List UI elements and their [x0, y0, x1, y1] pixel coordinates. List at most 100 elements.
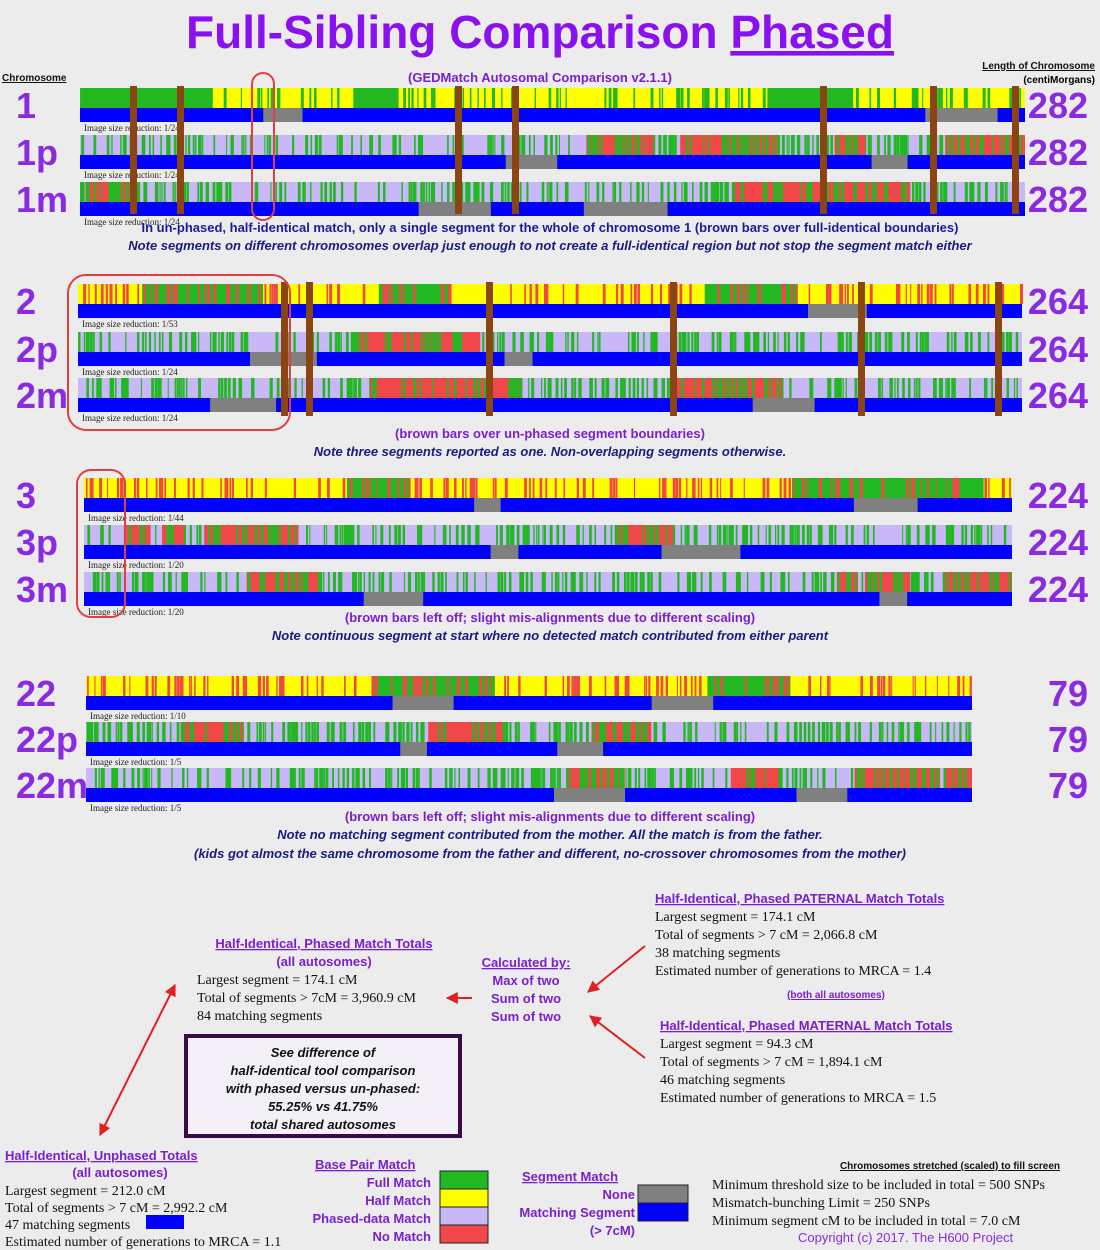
bar-stripe: [528, 135, 531, 155]
bar-stripe: [536, 525, 538, 545]
bar-stripe: [776, 722, 778, 742]
bar-stripe: [829, 378, 832, 398]
bar-stripe: [975, 284, 979, 304]
bar-stripe: [645, 676, 648, 696]
bar-stripe: [107, 478, 109, 498]
bar-stripe: [1001, 284, 1005, 304]
bar-stripe: [499, 332, 501, 352]
bar-stripe: [87, 525, 91, 545]
bar-stripe: [634, 768, 637, 788]
content: Chromosome (GEDMatch Autosomal Comparison…: [2, 61, 1095, 1250]
bar-stripe: [719, 332, 722, 352]
bar-stripe: [990, 525, 993, 545]
bar-stripe: [83, 284, 87, 304]
bar-stripe: [320, 768, 324, 788]
segment-gap: [796, 788, 848, 802]
bar-stripe: [146, 572, 149, 592]
bar-stripe: [747, 332, 751, 352]
bar-stripe: [204, 284, 206, 304]
bar-stripe: [414, 182, 417, 202]
bar-stripe: [633, 88, 636, 108]
totals-line: Largest segment = 174.1 cM: [197, 973, 358, 988]
bar-stripe: [207, 284, 211, 304]
bar-stripe: [419, 676, 423, 696]
bar-stripe: [812, 722, 815, 742]
bar-stripe: [646, 525, 649, 545]
bar-stripe: [398, 722, 402, 742]
bar-stripe: [983, 284, 986, 304]
bar-stripe: [226, 284, 230, 304]
bar-stripe: [672, 478, 676, 498]
bar-stripe: [472, 478, 476, 498]
bar-stripe: [724, 88, 727, 108]
bar-stripe: [109, 284, 111, 304]
bar-stripe: [203, 676, 206, 696]
bar-stripe: [633, 284, 635, 304]
bar-stripe: [570, 768, 572, 788]
bar-stripe: [730, 378, 732, 398]
bar-stripe: [123, 676, 126, 696]
bar-stripe: [587, 135, 591, 155]
bar-stripe: [324, 182, 328, 202]
bar-stripe: [553, 768, 556, 788]
bar-stripe: [432, 88, 436, 108]
highlight: [67, 274, 291, 431]
bar-stripe: [872, 572, 875, 592]
bar-stripe: [730, 525, 734, 545]
bar-stripe: [588, 182, 590, 202]
bar-stripe: [226, 332, 229, 352]
bar-stripe: [260, 572, 263, 592]
bar-stripe: [861, 572, 864, 592]
bar-stripe: [606, 768, 609, 788]
bar-stripe: [731, 284, 733, 304]
bar-strip: [86, 768, 972, 788]
bar-stripe: [398, 135, 402, 155]
bar-stripe: [903, 135, 906, 155]
bar-stripe: [83, 332, 86, 352]
bar-stripe: [810, 768, 813, 788]
bar-stripe: [767, 676, 770, 696]
bar-stripe: [353, 378, 356, 398]
bar-stripe: [494, 768, 498, 788]
bar-stripe: [122, 284, 126, 304]
bar-stripe: [764, 676, 767, 696]
bar-stripe: [305, 572, 309, 592]
bar-stripe: [578, 378, 580, 398]
bar-stripe: [924, 332, 927, 352]
bar-stripe: [828, 284, 832, 304]
bar-stripe: [769, 572, 772, 592]
bar-stripe: [242, 768, 245, 788]
bar-stripe: [908, 378, 911, 398]
bar-stripe: [869, 332, 872, 352]
bar-stripe: [753, 332, 757, 352]
bar-stripe: [355, 332, 358, 352]
bar-stripe: [137, 284, 140, 304]
bar-stripe: [125, 332, 127, 352]
bar-stripe: [475, 525, 478, 545]
bar-stripe: [963, 572, 965, 592]
bar-stripe: [598, 572, 601, 592]
bar-stripe: [181, 572, 185, 592]
bar-stripe: [930, 284, 933, 304]
bar-stripe: [508, 378, 512, 398]
caption: In un-phased, half-identical match, only…: [142, 220, 959, 235]
bar-stripe: [175, 182, 177, 202]
bar-stripe: [655, 378, 658, 398]
bar-stripe: [447, 182, 449, 202]
bar-stripe: [669, 768, 672, 788]
bar-stripe: [352, 572, 355, 592]
bar-stripe: [585, 722, 589, 742]
bar-stripe: [614, 525, 616, 545]
bar-stripe: [566, 768, 569, 788]
segment-gap: [418, 202, 491, 216]
bar-stripe: [446, 378, 449, 398]
bar-stripe: [854, 378, 858, 398]
bar-stripe: [571, 676, 574, 696]
bar-stripe: [982, 88, 986, 108]
bar-stripe: [828, 525, 831, 545]
bar-stripe: [568, 135, 570, 155]
bar-stripe: [834, 378, 838, 398]
segment-strip: [80, 202, 1025, 216]
reduction-note: Image size reduction: 1/24: [82, 367, 178, 377]
bar-stripe: [926, 332, 929, 352]
